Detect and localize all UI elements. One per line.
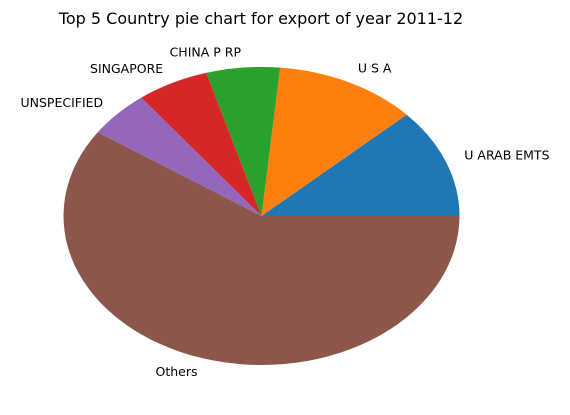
slice-label-singapore: SINGAPORE <box>90 61 163 76</box>
pie-slice-unspecified <box>97 97 262 216</box>
chart-title: Top 5 Country pie chart for export of ye… <box>58 9 463 28</box>
slice-labels: U ARAB EMTS U S A CHINA P RP SINGAPORE UNSPE… <box>21 44 550 379</box>
slice-label-others: Others <box>155 364 197 379</box>
pie-slices <box>63 67 460 366</box>
pie-slice-u-arab-emts <box>261 114 460 216</box>
slice-label-china-p-rp: CHINA P RP <box>170 44 242 59</box>
pie-slice-singapore <box>141 72 262 216</box>
pie-slice-u-s-a <box>261 67 407 216</box>
slice-label-u-s-a: U S A <box>358 61 392 76</box>
slice-label-unspecified: UNSPECIFIED <box>21 95 104 110</box>
pie-slice-china-p-rp <box>206 67 281 216</box>
pie-slice-others <box>63 132 460 366</box>
slice-label-u-arab-emts: U ARAB EMTS <box>464 148 549 163</box>
